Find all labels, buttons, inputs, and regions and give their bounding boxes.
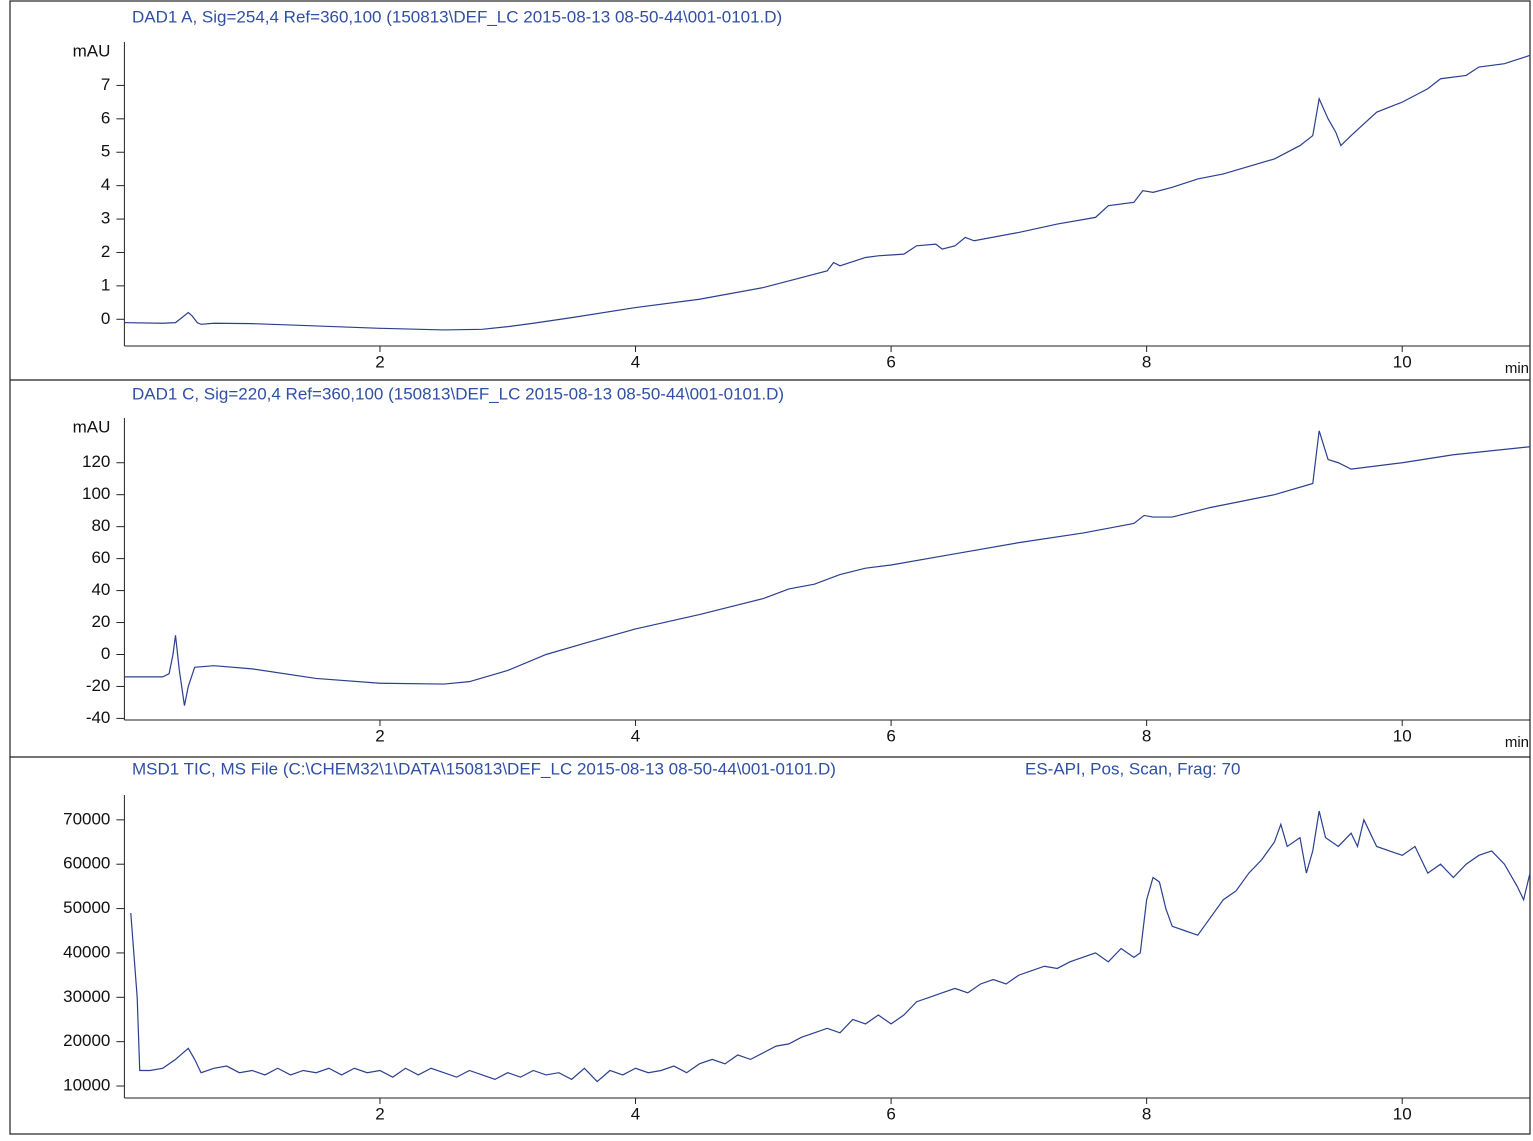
- x-tick-label: 6: [886, 726, 895, 745]
- panel-subtitle: ES-API, Pos, Scan, Frag: 70: [1025, 759, 1240, 778]
- x-tick-label: 2: [375, 726, 384, 745]
- y-tick-label: -20: [86, 676, 111, 695]
- y-tick-label: 20: [91, 612, 110, 631]
- x-tick-label: 6: [886, 352, 895, 371]
- x-tick-label: 6: [886, 1104, 895, 1123]
- y-tick-label: 10000: [63, 1076, 110, 1095]
- x-axis-label: min: [1505, 360, 1529, 377]
- y-tick-label: 40: [91, 580, 110, 599]
- x-tick-label: 10: [1393, 726, 1412, 745]
- x-tick-label: 10: [1393, 1104, 1412, 1123]
- x-tick-label: 4: [631, 726, 640, 745]
- panel-title: DAD1 A, Sig=254,4 Ref=360,100 (150813\DE…: [132, 7, 782, 26]
- y-tick-label: 60000: [63, 854, 110, 873]
- x-tick-label: 2: [375, 1104, 384, 1123]
- signal-line: [124, 430, 1531, 706]
- x-tick-label: 2: [375, 352, 384, 371]
- x-axis-label: min: [1505, 734, 1529, 751]
- y-tick-label: 120: [82, 452, 110, 471]
- x-tick-label: 10: [1393, 352, 1412, 371]
- y-tick-label: 6: [101, 108, 110, 127]
- y-tick-label: 1: [101, 275, 110, 294]
- y-tick-label: 5: [101, 142, 110, 161]
- y-tick-label: 2: [101, 242, 110, 261]
- y-tick-label: 40000: [63, 942, 110, 961]
- y-tick-label: -40: [86, 708, 111, 727]
- x-tick-label: 4: [631, 352, 640, 371]
- x-tick-label: 8: [1142, 352, 1151, 371]
- signal-line: [124, 54, 1531, 331]
- x-tick-label: 8: [1142, 1104, 1151, 1123]
- y-tick-label: 0: [101, 309, 110, 328]
- x-tick-label: 4: [631, 1104, 640, 1123]
- y-axis-label: mAU: [73, 41, 111, 60]
- panel-title: MSD1 TIC, MS File (C:\CHEM32\1\DATA\1508…: [132, 759, 836, 778]
- y-tick-label: 20000: [63, 1031, 110, 1050]
- frame: [9, 0, 1531, 1135]
- signal-line: [130, 810, 1531, 1083]
- y-tick-label: 70000: [63, 809, 110, 828]
- panel-title: DAD1 C, Sig=220,4 Ref=360,100 (150813\DE…: [132, 384, 784, 403]
- y-tick-label: 30000: [63, 987, 110, 1006]
- y-tick-label: 80: [91, 516, 110, 535]
- y-tick-label: 60: [91, 548, 110, 567]
- y-tick-label: 50000: [63, 898, 110, 917]
- y-tick-label: 3: [101, 209, 110, 228]
- x-tick-label: 8: [1142, 726, 1151, 745]
- y-tick-label: 0: [101, 644, 110, 663]
- y-axis-label: mAU: [73, 417, 111, 436]
- y-tick-label: 7: [101, 75, 110, 94]
- y-tick-label: 4: [101, 175, 110, 194]
- y-tick-label: 100: [82, 484, 110, 503]
